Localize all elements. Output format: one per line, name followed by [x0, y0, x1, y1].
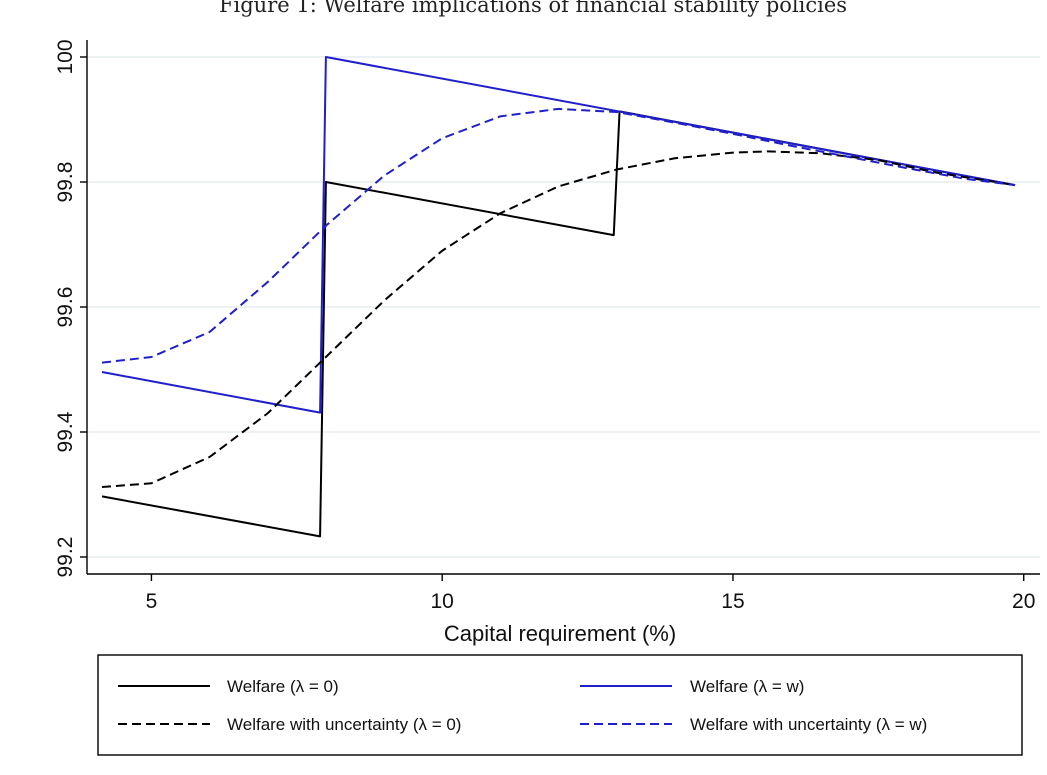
- legend-box: [97, 654, 1023, 756]
- y-tick-label: 99.6: [54, 287, 77, 328]
- y-tick-label: 99.2: [54, 537, 77, 578]
- x-tick-label: 15: [721, 590, 744, 613]
- legend-label: Welfare with uncertainty (λ = w): [690, 715, 927, 734]
- y-tick-label: 99.8: [54, 162, 77, 203]
- series-lines: [101, 56, 1016, 538]
- legend-label: Welfare (λ = w): [690, 677, 804, 696]
- x-tick-label: 5: [146, 590, 158, 613]
- legend-label: Welfare with uncertainty (λ = 0): [227, 715, 461, 734]
- x-tick-label: 10: [431, 590, 454, 613]
- gridlines: [87, 56, 1040, 558]
- series-line-1: [101, 110, 1016, 538]
- y-tick-label: 99.4: [54, 411, 77, 452]
- y-tick-label: 100: [54, 39, 77, 74]
- legend: Welfare (λ = 0) Welfare (λ = w) Welfare wi…: [97, 654, 1023, 756]
- series-line-3: [101, 150, 1016, 488]
- legend-label: Welfare (λ = 0): [227, 677, 339, 696]
- axes: 99.2 99.4 99.6 99.8 100 5 10 15 20: [54, 39, 1040, 613]
- series-line-2: [101, 56, 1016, 414]
- x-tick-label: 20: [1012, 590, 1035, 613]
- chart-title: Figure 1: Welfare implications of financ…: [219, 0, 847, 17]
- x-axis-label: Capital requirement (%): [444, 621, 676, 646]
- series-line-4: [101, 107, 1016, 364]
